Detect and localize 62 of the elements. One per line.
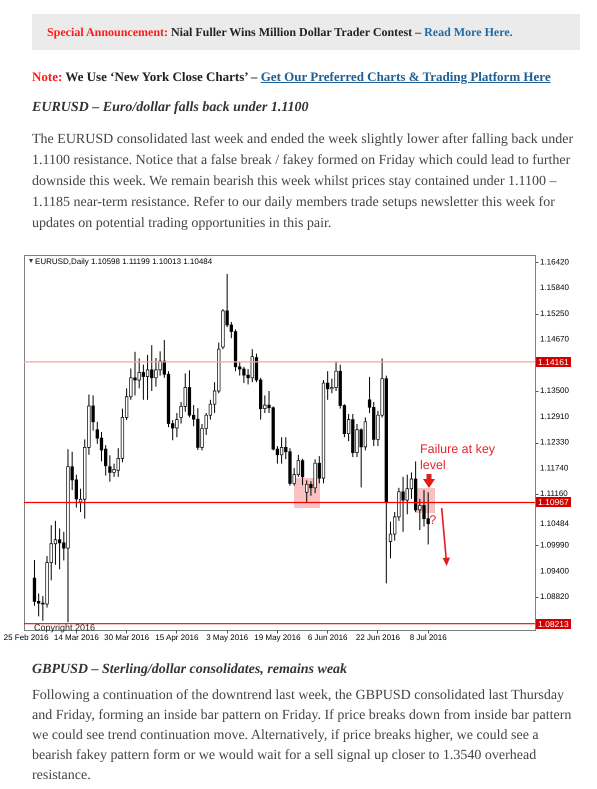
annotation: EURUSD,Daily 1.10598 1.11199 1.10013 1.10484 [35, 257, 213, 266]
x-tick-label: 22 Jun 2016 [356, 633, 400, 642]
y-tick-label: 1.11160 [540, 488, 568, 498]
y-tick-label: 1.13500 [540, 386, 570, 396]
candlestick [100, 431, 104, 462]
y-tick-label: 1.12910 [540, 412, 570, 421]
candlestick [58, 528, 62, 570]
candlestick [250, 348, 254, 383]
candlestick [305, 480, 308, 502]
text: Following a continuation of the downtrend last week, the GBPUSD consolidated last Thursday and Friday, forming an inside bar pattern on Friday. If price breaks down from inside bar pattern we could see trend continuation move. Alternatively, if price breaks higher, we could see a bearish fakey pattern form or we would wait for a sell signal up closer to 1.3540 overhead resistance. [32, 687, 572, 785]
candlestick [154, 357, 158, 388]
candlestick [175, 412, 179, 438]
y-tick-label: 1.09400 [540, 566, 570, 576]
candlestick [406, 474, 409, 515]
text: Nial Fuller Wins Million Dollar Trader Contest – [171, 25, 422, 39]
annotation: Failure at key level [420, 442, 496, 472]
candlestick [133, 351, 137, 396]
x-tick-label: 14 Mar 2016 [54, 633, 100, 642]
y-tick-label: 1.10484 [540, 518, 570, 528]
text: We Use ‘New York Close Charts’ – [65, 69, 258, 84]
candlestick [142, 364, 146, 400]
ref-line-label: 1.08213 [536, 618, 571, 629]
text: GBPUSD – Sterling/dollar consolidates, remains weak [32, 661, 348, 679]
x-tick-label: 3 May 2016 [206, 633, 249, 642]
y-tick-label: 1.08820 [540, 592, 570, 601]
candlestick [401, 476, 405, 532]
text: Note: [32, 69, 62, 84]
x-tick-label: 19 May 2016 [254, 633, 302, 642]
ref-line-label: 1.10967 [536, 497, 571, 508]
ref-line-label: 1.14161 [536, 356, 571, 367]
x-tick-label: 25 Feb 2016 [4, 633, 50, 642]
y-tick-label: 1.15250 [540, 308, 570, 318]
x-tick-label: 15 Apr 2016 [155, 633, 199, 642]
text: Special Announcement: [47, 25, 168, 39]
text: Read More Here. [424, 25, 513, 39]
x-tick-label: 30 Mar 2016 [104, 633, 150, 642]
annotation: ? [429, 512, 436, 527]
candlestick [422, 490, 426, 528]
y-tick-label: 1.09990 [540, 540, 570, 550]
annotation: Copyright 2016 [34, 622, 96, 632]
y-tick-label: 1.16420 [540, 257, 570, 266]
y-tick-label: 1.15840 [540, 283, 570, 292]
chart-title: EURUSD – Euro/dollar falls back under 1.1100 [32, 99, 309, 117]
text: Get Our Preferred Charts & Trading Platform Here [260, 69, 551, 84]
candlestick [355, 424, 359, 458]
candlestick [150, 344, 154, 392]
candlestick [32, 560, 36, 606]
y-tick-label: 1.12330 [540, 438, 570, 446]
candlestick [426, 492, 430, 545]
y-tick-label: 1.11740 [540, 463, 569, 472]
candlestick [54, 520, 58, 566]
x-tick-label: 6 Jun 2016 [308, 633, 348, 642]
chart-subtitle: The EURUSD consolidated last week and ended the week slightly lower after falling back under 1.1100 resistance. Notice that a false break / fakey formed on Friday which could lead to further downside this week. We remain bearish this week whilst prices stay contained under 1.1100 – 1.1185 near-term resistance. Refer to our daily members trade setups newsletter this week for updates on potential trading opportunities in this pair. [32, 131, 574, 233]
x-tick-label: 8 Jul 2016 [410, 633, 448, 642]
candlestick [108, 454, 112, 482]
candlestick [138, 358, 141, 389]
candlestick [280, 436, 284, 464]
y-tick-label: 1.14670 [540, 334, 570, 344]
candlestick [242, 366, 246, 384]
candlestick [146, 354, 150, 400]
candlestick [300, 458, 304, 486]
candlestick [158, 350, 162, 376]
